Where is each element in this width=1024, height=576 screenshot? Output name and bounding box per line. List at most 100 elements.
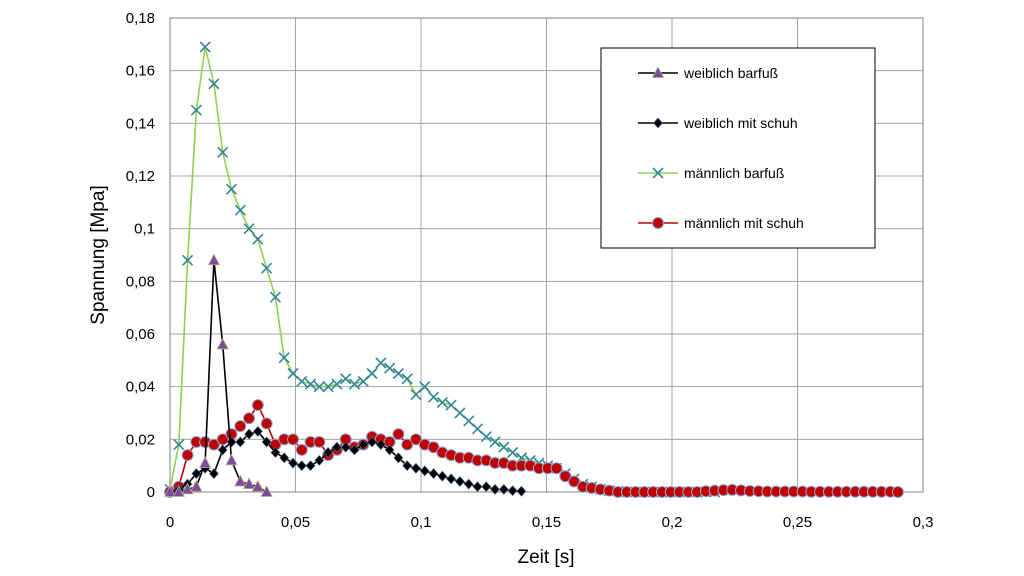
data-point-weiblich-barfuss: [198, 456, 212, 468]
legend-marker: [651, 66, 665, 78]
data-point-weiblich-mit-schuh: [191, 468, 202, 480]
data-point-maennlich-barfuss: [480, 431, 492, 443]
data-point-weiblich-mit-schuh: [261, 436, 272, 448]
data-point-maennlich-mit-schuh: [251, 399, 264, 412]
data-point-maennlich-barfuss: [348, 378, 361, 390]
data-point-maennlich-barfuss: [217, 146, 229, 158]
y-tick-label: 0,02: [126, 431, 155, 448]
data-point-weiblich-barfuss: [181, 482, 194, 495]
data-point-weiblich-barfuss: [234, 474, 247, 487]
gridlines: [170, 18, 923, 492]
data-point-weiblich-barfuss: [216, 337, 229, 350]
data-point-maennlich-barfuss: [410, 389, 422, 401]
y-tick-label: 0,06: [126, 326, 155, 343]
data-point-maennlich-mit-schuh: [401, 438, 414, 451]
data-point-maennlich-mit-schuh: [559, 470, 572, 483]
data-point-weiblich-mit-schuh: [305, 460, 316, 472]
y-axis-ticks: 0 0,02 0,04 0,06 0,08 0,1 0,12 0,14 0,16 0,18: [126, 10, 155, 501]
data-point-maennlich-barfuss: [313, 381, 325, 393]
data-point-maennlich-barfuss: [375, 357, 387, 369]
data-point-weiblich-barfuss: [225, 453, 238, 466]
data-point-weiblich-mit-schuh: [252, 425, 263, 437]
data-point-maennlich-barfuss: [507, 446, 519, 459]
data-point-maennlich-mit-schuh: [181, 449, 194, 462]
data-point-weiblich-barfuss: [190, 479, 203, 492]
data-point-weiblich-mit-schuh: [498, 483, 509, 495]
x-axis-ticks: 0 0,05 0,1 0,15 0,2 0,25 0,3: [166, 514, 934, 531]
y-tick-label: 0,18: [126, 10, 155, 27]
data-point-maennlich-mit-schuh: [286, 433, 299, 446]
data-point-maennlich-barfuss: [445, 399, 457, 411]
data-point-maennlich-barfuss: [304, 378, 317, 390]
data-point-maennlich-barfuss: [322, 381, 334, 393]
data-point-maennlich-barfuss: [199, 41, 211, 53]
legend-entry-maennlich-barfuss: männlich barfuß: [638, 165, 784, 181]
data-point-maennlich-mit-schuh: [568, 475, 581, 488]
x-tick-label: 0,2: [662, 514, 683, 531]
legend-entry-weiblich-barfuss: weiblich barfuß: [638, 65, 778, 81]
data-point-maennlich-barfuss: [190, 104, 202, 116]
data-point-maennlich-mit-schuh: [243, 412, 256, 425]
legend-entry-maennlich-mit-schuh: männlich mit schuh: [638, 215, 804, 231]
data-point-maennlich-barfuss: [419, 381, 431, 393]
legend-label: weiblich barfuß: [683, 65, 778, 81]
data-point-weiblich-barfuss: [207, 253, 221, 266]
data-point-weiblich-mit-schuh: [340, 441, 351, 453]
y-tick-label: 0: [147, 484, 155, 501]
data-point-weiblich-mit-schuh: [244, 428, 254, 440]
y-axis-title: Spannung [Mpa]: [88, 185, 109, 324]
y-tick-label: 0,12: [126, 168, 155, 185]
data-point-weiblich-mit-schuh: [375, 439, 386, 451]
data-point-maennlich-barfuss: [182, 254, 194, 266]
x-tick-label: 0: [166, 514, 174, 531]
data-point-maennlich-mit-schuh: [409, 433, 422, 446]
data-point-weiblich-mit-schuh: [279, 452, 290, 464]
data-point-maennlich-barfuss: [498, 441, 510, 453]
x-tick-label: 0,25: [783, 514, 812, 531]
data-point-maennlich-barfuss: [392, 367, 404, 380]
data-point-weiblich-mit-schuh: [446, 473, 457, 485]
data-point-weiblich-mit-schuh: [270, 447, 281, 458]
series-layer: [163, 41, 904, 498]
data-point-weiblich-mit-schuh: [288, 457, 298, 469]
data-point-maennlich-mit-schuh: [550, 462, 563, 475]
data-point-maennlich-barfuss: [296, 375, 308, 387]
legend-entries: weiblich barfuß weiblich mit schuh männlic…: [638, 65, 804, 231]
data-point-maennlich-barfuss: [252, 233, 264, 245]
data-point-maennlich-barfuss: [366, 367, 378, 380]
data-point-maennlich-barfuss: [243, 223, 255, 235]
data-point-weiblich-mit-schuh: [235, 436, 246, 448]
data-point-maennlich-mit-schuh: [234, 420, 247, 433]
data-point-weiblich-mit-schuh: [455, 476, 465, 487]
data-point-weiblich-mit-schuh: [384, 444, 395, 456]
data-point-maennlich-mit-schuh: [295, 443, 308, 456]
x-tick-label: 0,15: [532, 514, 561, 531]
data-point-maennlich-barfuss: [454, 407, 466, 419]
data-point-weiblich-mit-schuh: [393, 452, 404, 464]
data-point-weiblich-mit-schuh: [472, 481, 483, 493]
data-point-weiblich-mit-schuh: [411, 462, 421, 474]
data-point-weiblich-mit-schuh: [402, 460, 413, 472]
data-point-weiblich-barfuss: [172, 485, 185, 497]
series-weiblich-barfuss: [163, 253, 273, 497]
data-point-maennlich-barfuss: [463, 415, 475, 427]
data-point-maennlich-barfuss: [357, 375, 369, 387]
data-point-maennlich-barfuss: [234, 204, 246, 216]
legend-entry-weiblich-mit-schuh: weiblich mit schuh: [638, 115, 798, 131]
data-point-maennlich-barfuss: [401, 373, 413, 385]
data-point-maennlich-mit-schuh: [427, 441, 440, 454]
data-point-weiblich-mit-schuh: [516, 485, 527, 497]
data-point-weiblich-barfuss: [242, 477, 256, 490]
data-point-weiblich-mit-schuh: [332, 441, 342, 453]
x-tick-label: 0,3: [913, 514, 934, 531]
data-point-maennlich-barfuss: [340, 373, 352, 385]
data-point-weiblich-mit-schuh: [296, 460, 307, 472]
y-tick-label: 0,08: [126, 273, 155, 290]
data-point-weiblich-mit-schuh: [481, 481, 492, 493]
data-point-weiblich-mit-schuh: [419, 465, 430, 477]
data-point-maennlich-barfuss: [278, 352, 290, 364]
data-point-weiblich-mit-schuh: [463, 478, 474, 490]
legend-box: [600, 47, 876, 249]
data-point-maennlich-mit-schuh: [313, 435, 326, 448]
